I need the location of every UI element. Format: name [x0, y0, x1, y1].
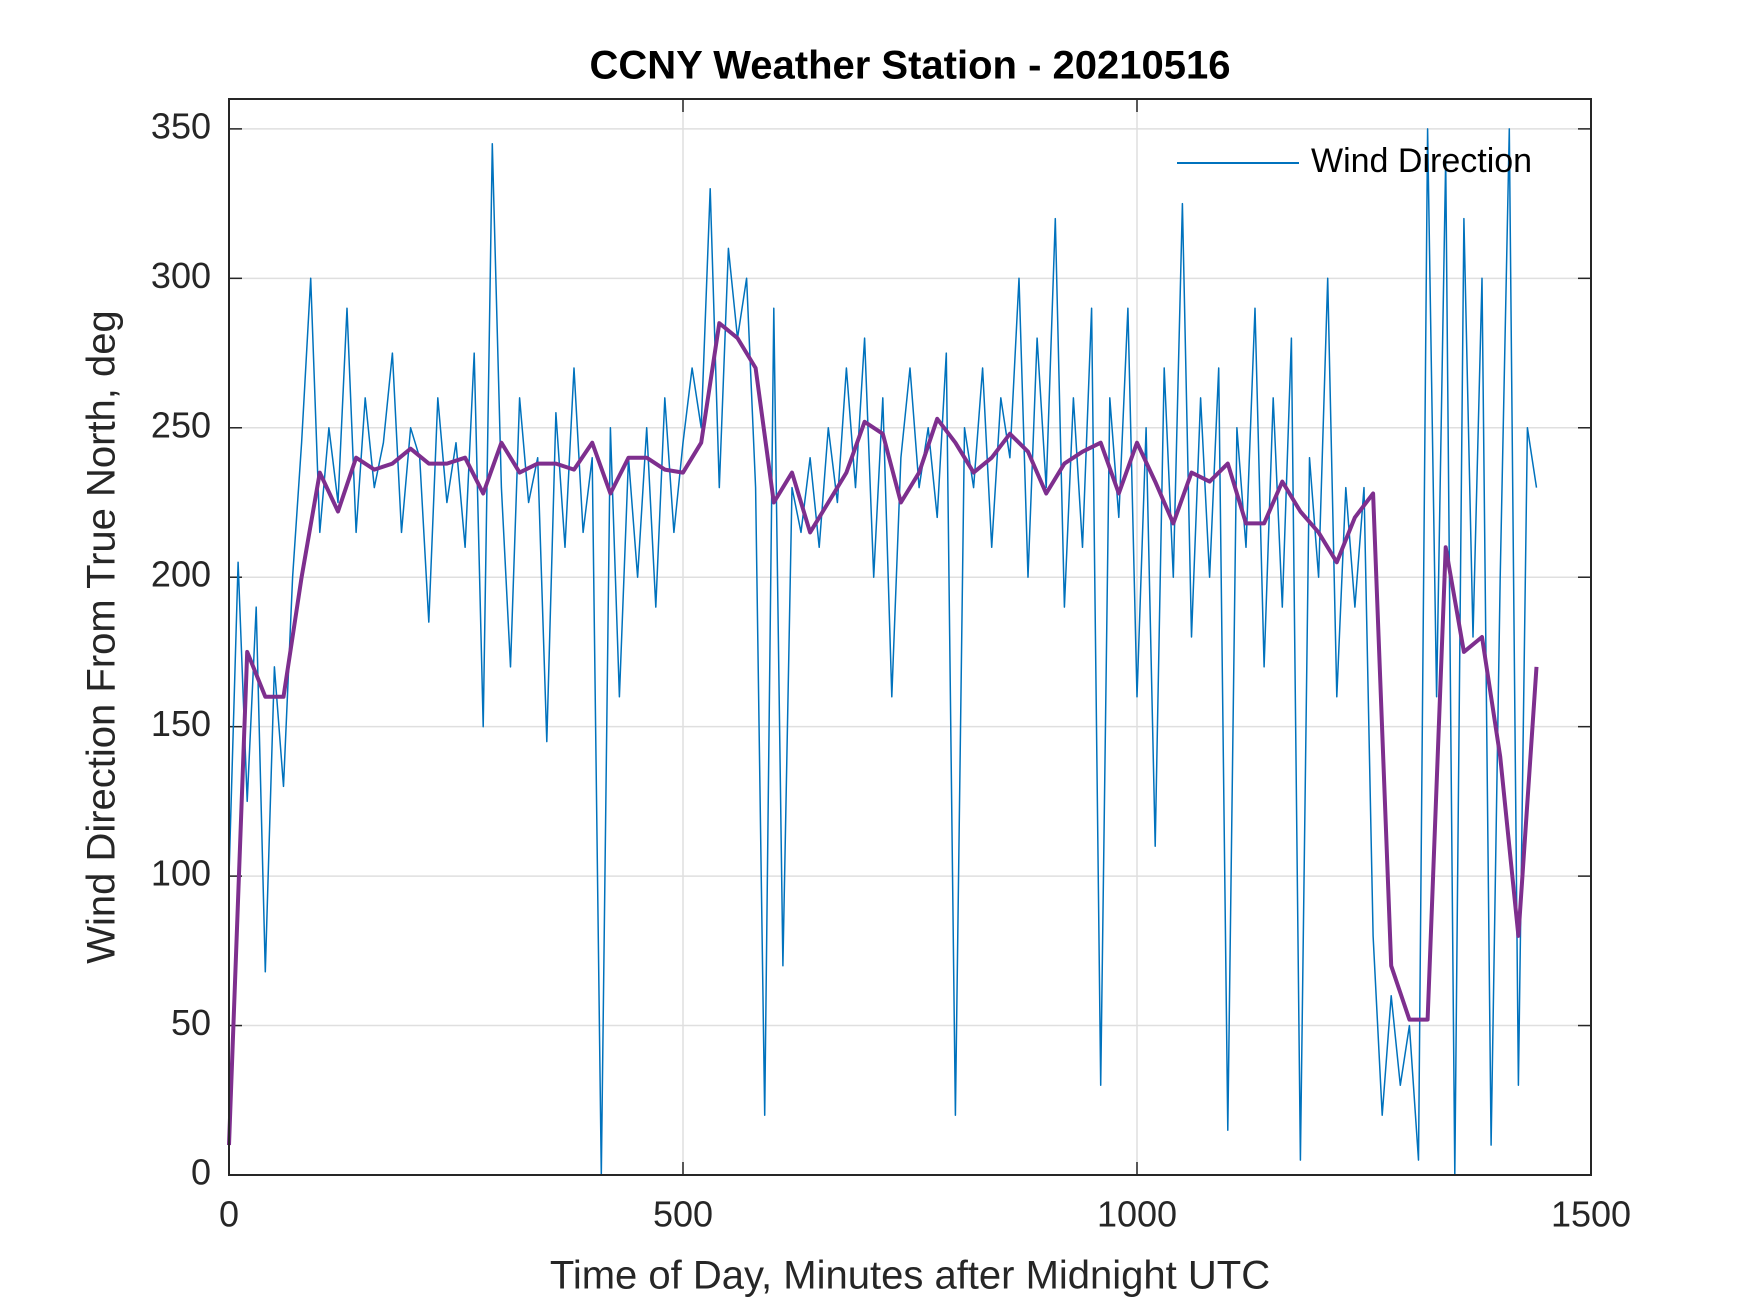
- x-tick-label: 1500: [1551, 1194, 1631, 1235]
- y-tick-label: 0: [191, 1152, 211, 1193]
- data-line: [227, 321, 1539, 1146]
- y-tick-label: 300: [151, 255, 211, 296]
- y-tick-label: 150: [151, 703, 211, 744]
- y-axis-label: Wind Direction From True North, deg: [80, 310, 124, 964]
- y-tick-label: 350: [151, 105, 211, 146]
- data-line: [228, 128, 1538, 1176]
- plot-area: [229, 99, 1591, 1175]
- y-tick-label: 50: [171, 1002, 211, 1043]
- legend-label: Wind Direction: [1311, 142, 1532, 180]
- axes-box: [228, 98, 1592, 1176]
- chart-title: CCNY Weather Station - 20210516: [590, 44, 1231, 88]
- y-tick-label: 200: [151, 554, 211, 595]
- y-tick-label: 250: [151, 404, 211, 445]
- x-tick-label: 0: [219, 1194, 239, 1235]
- x-axis-label: Time of Day, Minutes after Midnight UTC: [550, 1254, 1270, 1298]
- x-tick-label: 1000: [1097, 1194, 1177, 1235]
- y-tick-label: 100: [151, 853, 211, 894]
- x-tick-label: 500: [653, 1194, 713, 1235]
